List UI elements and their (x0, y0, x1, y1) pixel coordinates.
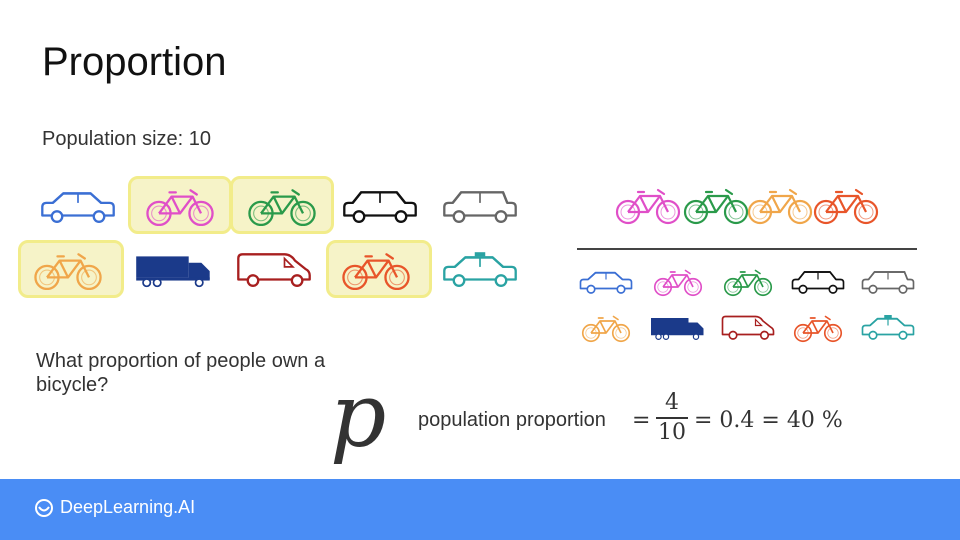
formula-result: = 0.4 = 40 % (694, 408, 843, 433)
deeplearning-logo-icon (35, 498, 53, 517)
fraction-numerator: 4 (665, 390, 679, 415)
bicycle-icon (806, 180, 886, 228)
equals-sign: = (632, 408, 651, 433)
bicycle-highlight (128, 176, 232, 234)
van-icon (232, 248, 316, 290)
bicycle-icon (608, 180, 688, 228)
wagon-icon (438, 184, 522, 226)
bicycle-icon (576, 310, 636, 344)
suv-icon (788, 264, 848, 298)
fraction: 4 10 (656, 390, 688, 446)
brand-logo: DeepLearning.AI (34, 497, 195, 518)
bicycle-icon (138, 184, 222, 227)
population-size-label: Population size: 10 (42, 128, 212, 150)
fraction-denominator: 10 (658, 419, 686, 445)
bicycle-highlight (326, 240, 432, 298)
proportion-formula: = 4 10 = 0.4 = 40 % (632, 390, 843, 450)
footer-bar (0, 479, 960, 540)
p-symbol: p (330, 364, 387, 467)
bicycle-icon (26, 248, 110, 291)
truck-icon (648, 310, 708, 344)
bicycle-highlight (18, 240, 124, 298)
suv-icon (338, 184, 422, 226)
truck-icon (132, 248, 216, 290)
car-icon (36, 184, 120, 226)
fraction-divider (577, 248, 917, 250)
wagon-icon (858, 264, 918, 298)
bicycle-icon (334, 248, 418, 291)
bicycle-icon (718, 264, 778, 298)
bicycle-icon (676, 180, 756, 228)
van-icon (718, 310, 778, 344)
slide-title: Proportion (42, 40, 227, 84)
car-icon (576, 264, 636, 298)
fraction-bar (656, 417, 688, 419)
bicycle-icon (648, 264, 708, 298)
bicycle-icon (788, 310, 848, 344)
bicycle-icon (240, 184, 324, 227)
taxi-icon (858, 310, 918, 344)
brand-name: DeepLearning.AI (60, 497, 196, 517)
bicycle-highlight (230, 176, 334, 234)
question-text: What proportion of people own a bicycle? (36, 350, 326, 396)
bicycle-icon (740, 180, 820, 228)
population-proportion-label: population proportion (418, 409, 606, 431)
taxi-icon (438, 248, 522, 290)
